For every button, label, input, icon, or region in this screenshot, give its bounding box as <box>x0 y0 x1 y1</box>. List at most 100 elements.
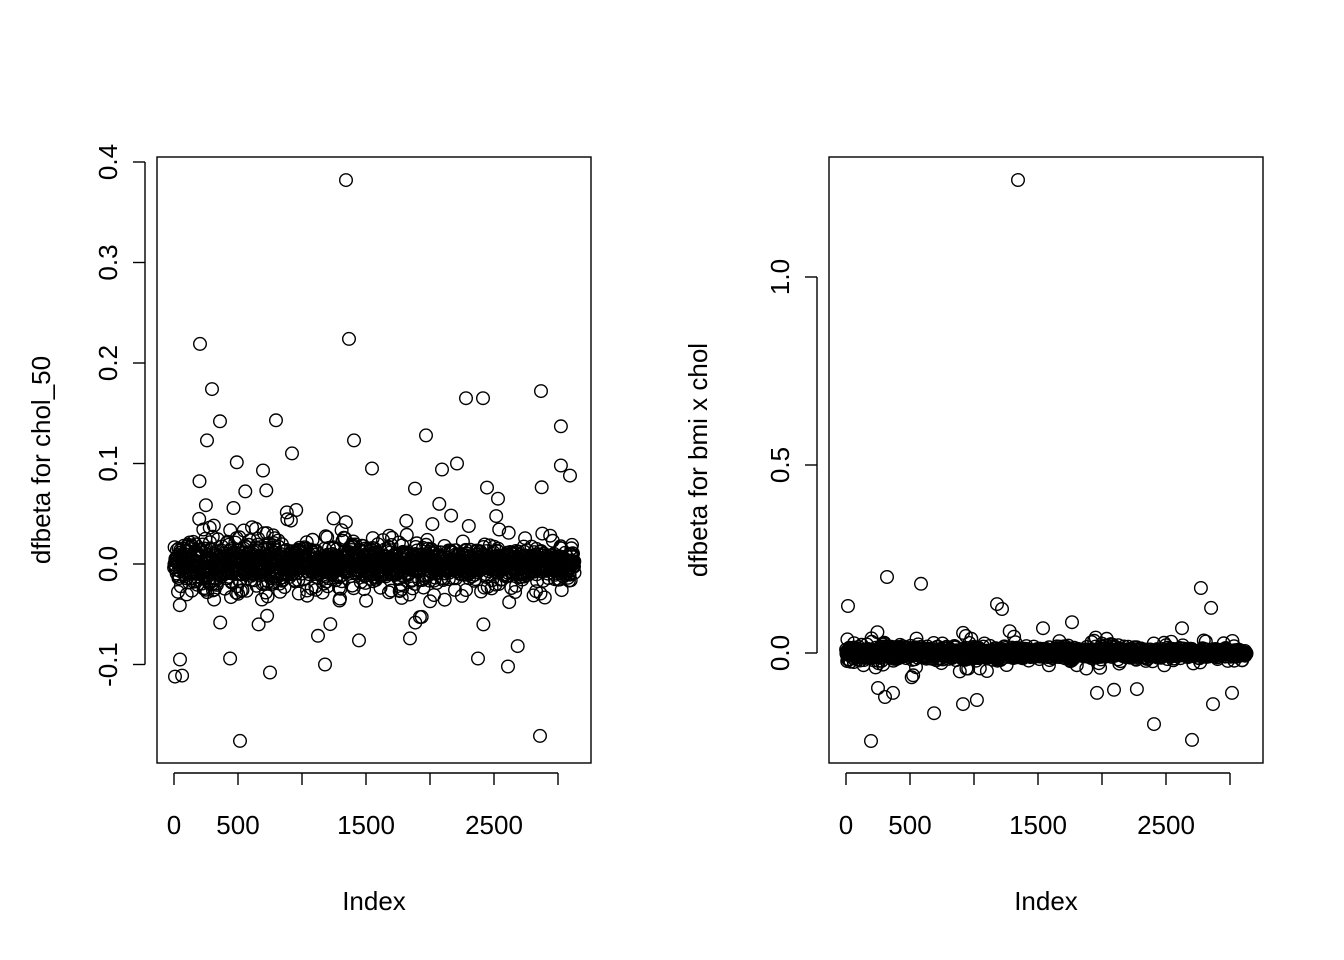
data-point <box>864 734 879 749</box>
data-point <box>289 503 304 518</box>
x-tick-label: 500 <box>888 810 931 840</box>
points <box>167 173 582 748</box>
data-point <box>491 491 506 506</box>
data-point <box>408 481 423 496</box>
data-point <box>510 639 525 654</box>
data-point <box>425 517 440 532</box>
data-point <box>263 665 278 680</box>
data-point <box>880 570 895 585</box>
left-scatter-panel: Index dfbeta for chol_50 0 500 1500 2500 -0.… <box>26 144 592 916</box>
data-point <box>476 391 491 406</box>
data-point <box>334 523 349 538</box>
data-point <box>476 617 491 632</box>
data-point <box>347 433 362 448</box>
data-point <box>870 625 885 640</box>
y-axis-title: dfbeta for bmi x chol <box>683 343 713 577</box>
data-point <box>414 609 429 624</box>
data-point <box>291 586 306 601</box>
y-tick-label: -0.1 <box>93 642 123 687</box>
data-point <box>365 461 380 476</box>
data-point <box>403 631 418 646</box>
data-point <box>223 651 238 666</box>
x-tick-label: 2500 <box>1137 810 1195 840</box>
data-point <box>198 498 213 513</box>
data-point <box>914 576 929 591</box>
data-point <box>251 617 266 632</box>
data-point <box>175 668 190 683</box>
data-point <box>501 525 516 540</box>
data-point <box>533 728 548 743</box>
data-point <box>1184 732 1199 747</box>
data-point <box>394 590 409 605</box>
data-point <box>437 592 452 607</box>
data-point <box>209 577 224 592</box>
data-point <box>1174 621 1189 636</box>
data-point <box>1064 615 1079 630</box>
data-point <box>1129 682 1144 697</box>
x-tick-label: 0 <box>167 810 181 840</box>
data-point <box>229 455 244 470</box>
data-point <box>1106 682 1121 697</box>
data-point <box>1089 685 1104 700</box>
data-point <box>339 173 354 188</box>
data-point <box>1239 646 1254 661</box>
data-point <box>518 531 533 546</box>
data-point <box>535 526 550 541</box>
data-point <box>226 501 241 516</box>
data-point <box>323 617 338 632</box>
data-point <box>419 428 434 443</box>
plot-frame <box>156 156 592 764</box>
data-point <box>352 633 367 648</box>
data-point <box>172 598 187 613</box>
data-point <box>501 659 516 674</box>
x-axis-title: Index <box>1014 886 1078 916</box>
x-tick-label: 1500 <box>337 810 395 840</box>
data-point <box>223 523 238 538</box>
data-point <box>338 515 353 530</box>
data-point <box>167 669 182 684</box>
x-tick-label: 2500 <box>465 810 523 840</box>
data-point <box>1007 629 1022 644</box>
y-tick-label: 0.1 <box>93 445 123 481</box>
data-point <box>990 597 1005 612</box>
data-point <box>342 331 357 346</box>
data-point <box>212 414 227 429</box>
y-tick-label: 0.5 <box>765 447 795 483</box>
data-point <box>508 585 523 600</box>
data-point <box>489 509 504 524</box>
data-point <box>567 554 582 569</box>
x-tick-label: 0 <box>839 810 853 840</box>
data-point <box>461 519 476 534</box>
data-point <box>381 585 396 600</box>
data-point <box>553 458 568 473</box>
data-point <box>477 537 492 552</box>
data-point <box>256 463 271 478</box>
data-point <box>878 690 893 705</box>
data-point <box>232 733 247 748</box>
data-point <box>269 413 284 428</box>
data-point <box>432 496 447 511</box>
data-point <box>279 505 294 520</box>
data-point <box>444 508 459 523</box>
data-point <box>1011 172 1026 187</box>
data-point <box>384 583 399 598</box>
data-point <box>420 532 435 547</box>
data-point <box>359 593 374 608</box>
y-tick-label: 1.0 <box>765 259 795 295</box>
data-point <box>260 589 275 604</box>
data-point <box>199 433 214 448</box>
data-point <box>318 657 333 672</box>
data-point <box>927 706 942 721</box>
x-tick-label: 500 <box>216 810 259 840</box>
data-point <box>333 591 348 606</box>
y-axis-title: dfbeta for chol_50 <box>26 356 56 564</box>
data-point <box>534 480 549 495</box>
data-point <box>952 664 967 679</box>
data-point <box>480 480 495 495</box>
data-point <box>871 681 886 696</box>
data-point <box>563 573 578 588</box>
data-point <box>259 483 274 498</box>
plot-frame <box>828 156 1264 764</box>
data-point <box>435 462 450 477</box>
